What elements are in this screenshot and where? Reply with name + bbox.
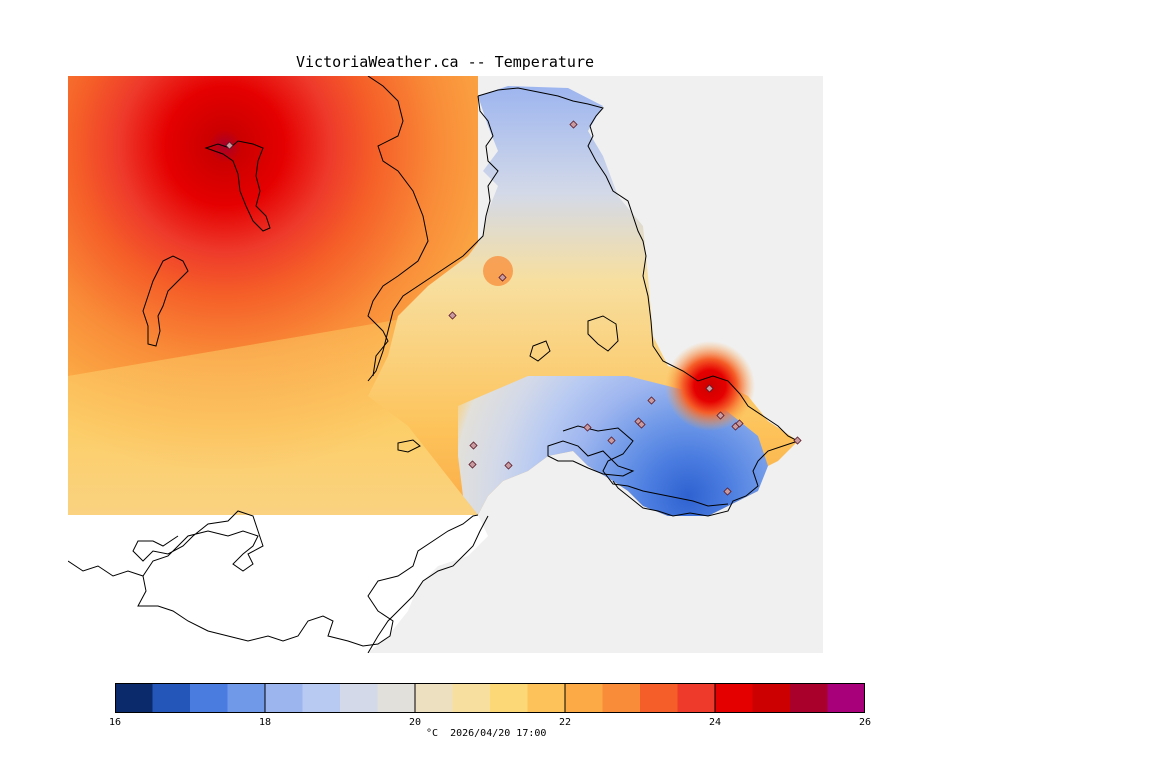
coastline-island-north — [204, 140, 271, 232]
coastline-island-mid — [587, 315, 619, 352]
colorbar-tick-label: 26 — [858, 717, 872, 728]
colorbar-segment — [490, 683, 528, 713]
coastline-south-mainland — [68, 510, 264, 577]
colorbar-segment — [340, 683, 378, 713]
colorbar-segment — [265, 683, 303, 713]
colorbar-segment — [377, 683, 416, 713]
colorbar-segment — [115, 683, 153, 713]
coastline-island-south-west — [397, 439, 421, 453]
colorbar-segment — [827, 683, 865, 713]
station-marker — [469, 441, 478, 450]
colorbar-segment — [190, 683, 228, 713]
station-marker — [723, 487, 732, 496]
coastline-north-inlet — [367, 95, 499, 382]
coastline-island-west — [142, 255, 189, 347]
station-marker — [583, 423, 592, 432]
colorbar-border — [115, 683, 865, 713]
coastline-south-bay — [367, 515, 489, 653]
coastline-island-small — [529, 340, 551, 362]
station-marker — [468, 460, 477, 469]
coastline-south-island — [137, 514, 479, 647]
colorbar-tick-label: 24 — [708, 717, 722, 728]
station-marker — [569, 120, 578, 129]
station-marker — [498, 273, 507, 282]
station-marker — [607, 436, 616, 445]
station-marker — [705, 384, 714, 393]
station-marker — [793, 436, 802, 445]
station-markers — [225, 120, 802, 496]
station-marker — [735, 419, 744, 428]
colorbar-segment — [452, 683, 491, 713]
coastline-east-peninsula — [477, 87, 800, 517]
colorbar-segment — [152, 683, 191, 713]
coastline-south-peninsula — [562, 425, 729, 507]
colorbar-segment — [302, 683, 341, 713]
colorbar-caption: °C 2026/04/20 17:00 — [426, 728, 547, 739]
colorbar-segment — [640, 683, 678, 713]
coastlines — [68, 76, 800, 653]
colorbar-tick-label: 16 — [108, 717, 122, 728]
station-marker — [716, 411, 725, 420]
coastline-south-inlets — [547, 440, 635, 477]
map-title: VictoriaWeather.ca -- Temperature — [296, 53, 595, 71]
colorbar-tick-label: 18 — [258, 717, 272, 728]
station-marker — [448, 311, 457, 320]
station-marker — [225, 141, 234, 150]
station-marker — [504, 461, 513, 470]
station-marker — [647, 396, 656, 405]
colorbar-segment — [715, 683, 753, 713]
colorbar-segment — [790, 683, 828, 713]
colorbar-tick-label: 22 — [558, 717, 572, 728]
temperature-map[interactable] — [68, 76, 823, 653]
colorbar-segment — [602, 683, 641, 713]
colorbar-segment — [415, 683, 453, 713]
colorbar-segment — [752, 683, 791, 713]
colorbar-segment — [677, 683, 716, 713]
hot-spot-center — [483, 256, 513, 286]
unshaded-land-south — [68, 515, 488, 653]
colorbar-segment — [527, 683, 566, 713]
colorbar-segment — [565, 683, 603, 713]
colorbar — [115, 683, 865, 713]
colorbar-tick-label: 20 — [408, 717, 422, 728]
coastline-west-shore — [367, 76, 429, 377]
station-marker — [637, 420, 646, 429]
colorbar-segment — [227, 683, 266, 713]
